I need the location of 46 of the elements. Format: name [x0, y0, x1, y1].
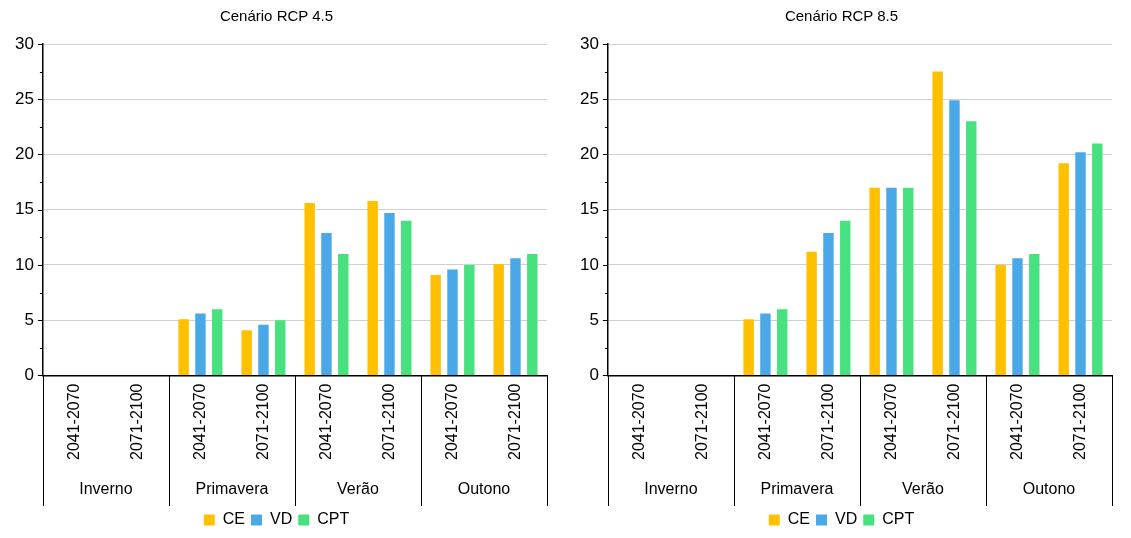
y-tick-label: 0: [589, 365, 599, 385]
x-tick-label: 2041-2070: [1007, 383, 1025, 460]
text: Verão: [337, 480, 379, 498]
x-tick-label: 2041-2070: [755, 383, 773, 460]
text: Inverno: [79, 480, 133, 498]
y-tick-label: 20: [14, 144, 34, 164]
x-tick-label: 2071-2100: [253, 383, 271, 460]
y-tick-label: 0: [24, 365, 34, 385]
x-tick-label: 2041-2070: [881, 383, 899, 460]
legend-label: CPT: [882, 510, 915, 528]
legend-label: VD: [835, 510, 858, 528]
y-tick-label: 10: [579, 254, 599, 274]
x-tick-label: 2071-2100: [505, 383, 523, 460]
y-tick-label: 10: [14, 254, 34, 274]
y-tick-label: 15: [14, 199, 34, 219]
chart-title: Cenário RCP 4.5: [219, 7, 334, 25]
y-tick-label: 25: [579, 88, 599, 108]
legend-label: CE: [787, 510, 811, 528]
y-tick-label: 20: [579, 144, 599, 164]
text: Outono: [457, 480, 511, 498]
x-tick-label: 2071-2100: [818, 383, 836, 460]
y-tick-label: 5: [24, 309, 34, 329]
text: Primavera: [760, 480, 834, 498]
x-tick-label: 2041-2070: [442, 383, 460, 460]
x-tick-label: 2071-2100: [379, 383, 397, 460]
x-tick-label: 2041-2070: [629, 383, 647, 460]
legend-label: VD: [270, 510, 293, 528]
x-tick-label: 2071-2100: [127, 383, 145, 460]
x-tick-label: 2071-2100: [944, 383, 962, 460]
text: Outono: [1022, 480, 1076, 498]
x-tick-label: 2071-2100: [1070, 383, 1088, 460]
y-tick-label: 30: [14, 33, 34, 53]
text: Inverno: [644, 480, 698, 498]
chart-title: Cenário RCP 8.5: [784, 7, 899, 25]
y-tick-label: 30: [579, 33, 599, 53]
y-tick-label: 5: [589, 309, 599, 329]
legend-label: CE: [222, 510, 246, 528]
x-tick-label: 2071-2100: [692, 383, 710, 460]
text: Verão: [902, 480, 944, 498]
x-tick-label: 2041-2070: [316, 383, 334, 460]
y-tick-label: 15: [579, 199, 599, 219]
text: Primavera: [195, 480, 269, 498]
x-tick-label: 2041-2070: [64, 383, 82, 460]
x-tick-label: 2041-2070: [190, 383, 208, 460]
legend-label: CPT: [317, 510, 350, 528]
y-tick-label: 25: [14, 88, 34, 108]
